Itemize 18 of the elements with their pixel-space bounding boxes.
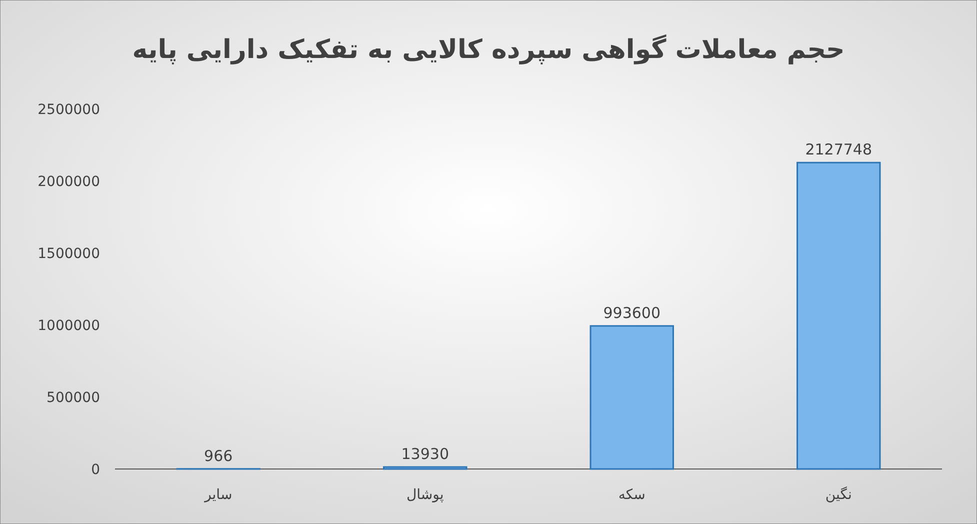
x-tick-label: سکه [618, 487, 646, 503]
data-label: 966 [204, 446, 233, 465]
y-tick-label: 2500000 [38, 102, 100, 118]
y-tick-label: 1500000 [38, 246, 100, 262]
y-tick-label: 0 [91, 462, 100, 478]
y-tick-label: 1000000 [38, 318, 100, 334]
bar [383, 466, 468, 470]
x-tick-label: نگین [825, 486, 852, 503]
chart-title: حجم معاملات گواهی سپرده کالایی به تفکیک دارایی پایه [132, 34, 845, 65]
bar [590, 325, 674, 470]
data-label: 2127748 [805, 140, 872, 159]
x-tick-label: سایر [204, 487, 232, 503]
data-label: 993600 [603, 304, 661, 322]
bar [796, 162, 881, 470]
data-label: 13930 [401, 444, 449, 463]
y-tick-label: 2000000 [38, 174, 100, 190]
x-tick-label: پوشال [406, 487, 444, 503]
y-tick-label: 500000 [46, 390, 100, 406]
